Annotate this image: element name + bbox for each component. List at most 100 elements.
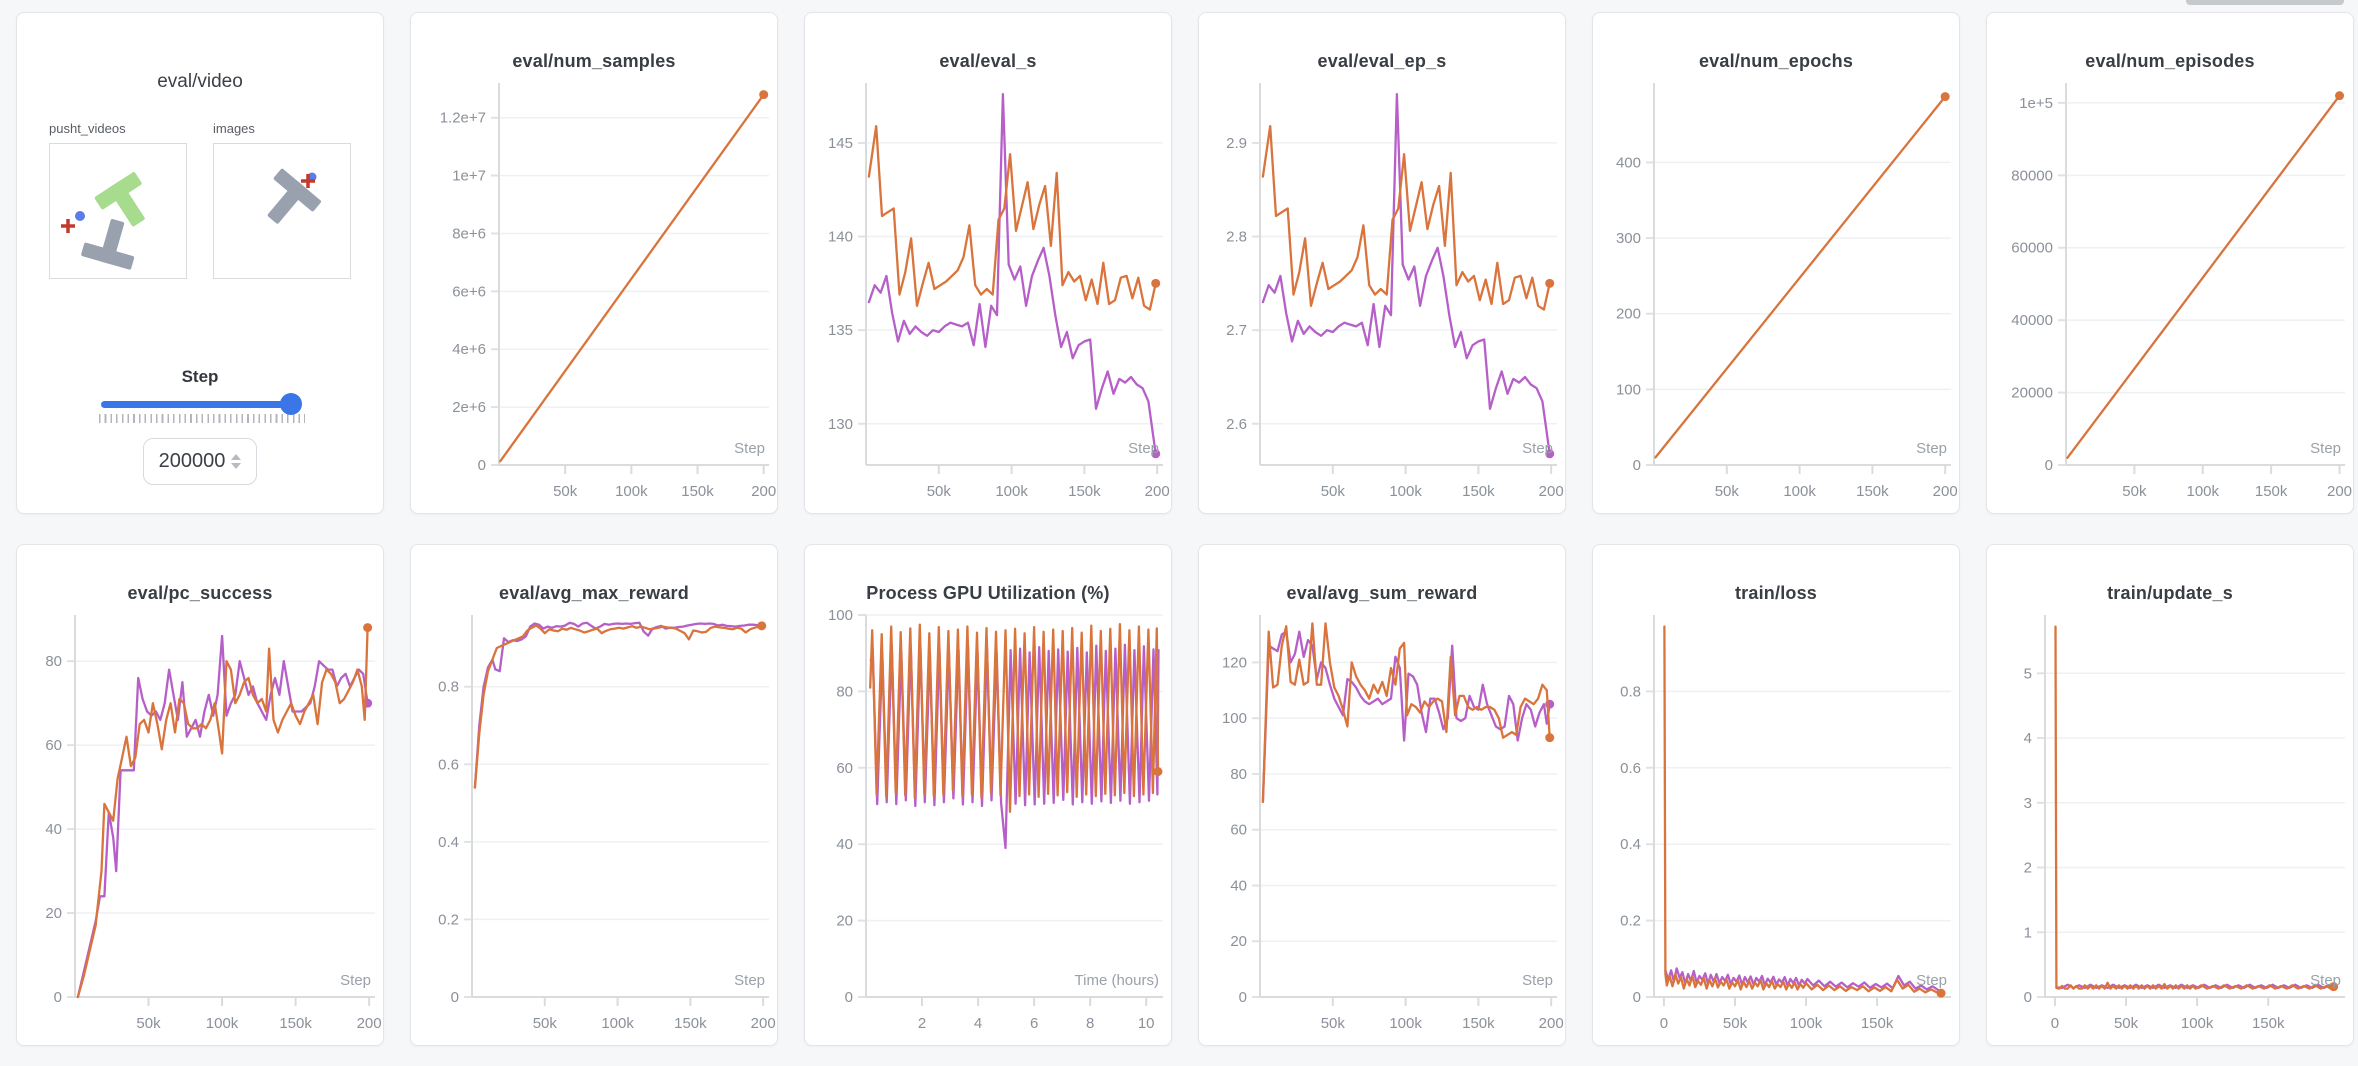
series-line-run-purple (1261, 93, 1551, 455)
svg-text:50k: 50k (2122, 483, 2147, 500)
series-end-dot-run-orange (1545, 733, 1555, 743)
svg-text:400: 400 (1616, 154, 1641, 171)
chart-canvas-eval-num-epochs[interactable]: 0 100 200 300 400 50k 100k 150k 200 Step (1593, 77, 1959, 513)
svg-text:200: 200 (1539, 483, 1564, 500)
chart-canvas-eval-pc-success[interactable]: 0 20 40 60 80 50k 100k 150k 200 Step (17, 609, 383, 1045)
decrement-icon[interactable] (231, 463, 242, 469)
svg-text:1e+7: 1e+7 (452, 168, 486, 185)
series-line-run-orange (867, 124, 1157, 311)
svg-text:0.6: 0.6 (1620, 760, 1641, 777)
panel-eval-num-episodes: eval/num_episodes 0 20000 40000 60000 80000 1e… (1986, 12, 2354, 514)
svg-text:100k: 100k (206, 1015, 239, 1032)
svg-text:2.9: 2.9 (1226, 135, 1247, 152)
green-t-shape (94, 172, 145, 227)
stepper-arrows[interactable] (231, 454, 242, 469)
media-label: images (213, 121, 255, 136)
svg-text:100k: 100k (615, 483, 648, 500)
chart-title: eval/avg_sum_reward (1286, 583, 1478, 603)
svg-text:80: 80 (45, 653, 62, 670)
x-axis-label: Step (734, 972, 765, 989)
series-line-run-purple (473, 621, 763, 789)
svg-text:0: 0 (2024, 989, 2032, 1006)
x-axis-label: Step (2310, 972, 2341, 989)
chart-title: eval/pc_success (127, 583, 273, 603)
gray-t-shape (81, 219, 135, 270)
chart-canvas-eval-num-samples[interactable]: 0 2e+6 4e+6 6e+6 8e+6 1e+7 1.2e+7 50k 100k 150k 20… (411, 77, 777, 513)
chart-canvas-train-update-s[interactable]: 0 1 2 3 4 5 0 50k 100k 150k Step (1987, 609, 2353, 1045)
series-end-dot-run-orange (2329, 982, 2339, 992)
chart-canvas-process-gpu-utilization[interactable]: 0 20 40 60 80 100 2 4 6 8 10 Time (hours) (805, 609, 1171, 1045)
svg-text:200: 200 (751, 1015, 776, 1032)
video-media-row: pusht_videos (49, 121, 351, 279)
svg-text:50k: 50k (1723, 1015, 1748, 1032)
series-line-run-orange (473, 624, 763, 789)
chart-canvas-eval-avg-sum-reward[interactable]: 0 20 40 60 80 100 120 50k 100k 150k 200 Step (1199, 609, 1565, 1045)
media-pusht-videos: pusht_videos (49, 121, 187, 279)
svg-text:60: 60 (836, 760, 853, 777)
target-cross (301, 174, 315, 188)
series-line-run-orange (1663, 625, 1943, 995)
svg-text:150k: 150k (279, 1015, 312, 1032)
svg-text:300: 300 (1616, 230, 1641, 247)
series-end-dot-run-orange (2335, 91, 2345, 101)
increment-icon[interactable] (231, 454, 242, 460)
series-end-dot-run-orange (759, 90, 769, 100)
svg-text:0: 0 (54, 989, 62, 1006)
series-line-run-orange (499, 93, 765, 463)
panel-train-loss: train/loss 0 0.2 0.4 0.6 0.8 0 50k 100k 150k Step (1592, 544, 1960, 1046)
step-number-input[interactable]: 200000 (143, 438, 257, 485)
svg-text:150k: 150k (681, 483, 714, 500)
svg-text:150k: 150k (674, 1015, 707, 1032)
svg-text:0.4: 0.4 (1620, 836, 1641, 853)
svg-text:1.2e+7: 1.2e+7 (440, 110, 486, 127)
series-line-run-purple (1261, 630, 1551, 803)
series-line-run-purple (76, 634, 369, 999)
panel-eval-eval-ep-s: eval/eval_ep_s 2.6 2.7 2.8 2.9 50k 100k 150k 200… (1198, 12, 1566, 514)
chart-canvas-train-loss[interactable]: 0 0.2 0.4 0.6 0.8 0 50k 100k 150k Step (1593, 609, 1959, 1045)
pusht-video-thumbnail[interactable] (49, 143, 187, 279)
svg-text:50k: 50k (533, 1015, 558, 1032)
x-axis-label: Step (2310, 440, 2341, 457)
svg-text:50k: 50k (136, 1015, 161, 1032)
chart-canvas-eval-eval-ep-s[interactable]: 2.6 2.7 2.8 2.9 50k 100k 150k 200 Step (1199, 77, 1565, 513)
svg-text:50k: 50k (1321, 1015, 1346, 1032)
series-line-run-orange (76, 626, 369, 999)
chart-canvas-eval-eval-s[interactable]: 130 135 140 145 50k 100k 150k 200 Step (805, 77, 1171, 513)
series-line-run-orange (869, 623, 1160, 813)
series-end-dot-run-orange (1940, 92, 1950, 102)
svg-text:100k: 100k (1783, 483, 1816, 500)
series-end-dot-run-orange (1151, 278, 1161, 288)
images-thumbnail[interactable] (213, 143, 351, 279)
chart-title: Process GPU Utilization (%) (866, 583, 1110, 603)
svg-text:6e+6: 6e+6 (452, 283, 486, 300)
svg-text:50k: 50k (927, 483, 952, 500)
svg-text:20000: 20000 (2011, 385, 2053, 402)
svg-text:100: 100 (1616, 381, 1641, 398)
svg-text:10: 10 (1138, 1015, 1155, 1032)
svg-text:6: 6 (1030, 1015, 1038, 1032)
chart-title: eval/eval_ep_s (1317, 51, 1447, 71)
step-slider-label: Step (181, 367, 219, 386)
step-slider-track[interactable] (101, 393, 302, 415)
chart-canvas-eval-avg-max-reward[interactable]: 0 0.2 0.4 0.6 0.8 50k 100k 150k 200 Step (411, 609, 777, 1045)
svg-text:145: 145 (828, 135, 853, 152)
chart-canvas-eval-num-episodes[interactable]: 0 20000 40000 60000 80000 1e+5 50k 100k 150k 200 S… (1987, 77, 2353, 513)
svg-text:150k: 150k (1462, 483, 1495, 500)
svg-text:80000: 80000 (2011, 167, 2053, 184)
svg-text:2e+6: 2e+6 (452, 399, 486, 416)
svg-text:20: 20 (836, 913, 853, 930)
svg-text:0.8: 0.8 (1620, 683, 1641, 700)
series-end-dot-run-purple (1545, 449, 1555, 459)
svg-text:4e+6: 4e+6 (452, 341, 486, 358)
step-value[interactable]: 200000 (158, 450, 226, 472)
svg-text:200: 200 (1616, 306, 1641, 323)
svg-text:40: 40 (836, 836, 853, 853)
panel-eval-avg-max-reward: eval/avg_max_reward 0 0.2 0.4 0.6 0.8 50k 100k 1… (410, 544, 778, 1046)
svg-text:0: 0 (1633, 457, 1641, 474)
svg-text:5: 5 (2024, 665, 2032, 682)
svg-text:150k: 150k (1856, 483, 1889, 500)
svg-text:100k: 100k (2181, 1015, 2214, 1032)
step-slider-thumb[interactable] (280, 393, 302, 415)
step-slider[interactable] (99, 393, 305, 423)
